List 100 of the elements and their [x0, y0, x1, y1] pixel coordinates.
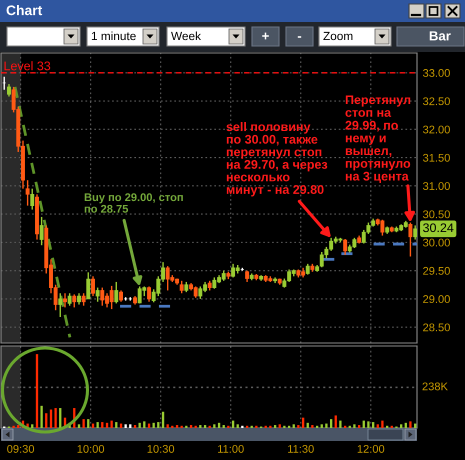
bar: [414, 424, 416, 428]
bar: [143, 421, 146, 428]
candlestick: [68, 292, 72, 306]
candlestick: [91, 276, 95, 297]
candlestick: [231, 263, 236, 278]
bar: [236, 424, 239, 428]
y-tick-label: 29.00: [423, 295, 450, 304]
x-tick-label: 11:00: [218, 444, 244, 453]
x-tick-label: 10:30: [148, 444, 174, 453]
annotation: Buy по 29.00, стоп по 28.75: [84, 193, 183, 213]
bar: [334, 415, 337, 428]
bar: [325, 424, 328, 428]
bar: [400, 424, 402, 428]
y-tick-label: 28.50: [423, 323, 450, 332]
x-tick-label: 12:00: [358, 444, 384, 453]
candlestick: [86, 272, 90, 300]
bar: [129, 424, 132, 428]
bar: [101, 422, 104, 428]
candlestick: [40, 216, 44, 246]
y-tick-label: 31.50: [422, 154, 450, 162]
text: +: [262, 32, 269, 40]
candlestick: [413, 224, 417, 240]
bar: [330, 419, 332, 428]
y-tick-label: 32.00: [422, 126, 450, 134]
y-tick-label: 33.00: [422, 69, 450, 77]
bar: [17, 425, 20, 428]
bar: [157, 422, 160, 428]
bar: [292, 424, 295, 428]
annotation: Перетянул стоп на 29.99, по нему и вышел, протянуло на 3 цента: [345, 95, 410, 183]
text: -: [298, 36, 302, 38]
y-tick-label: 31.00: [422, 182, 450, 190]
text: Zoom: [323, 32, 352, 40]
bar: [138, 422, 141, 428]
candlestick: [30, 188, 34, 210]
x-tick-label: 11:30: [288, 444, 314, 453]
bar: [376, 424, 379, 428]
text: 1 minute: [92, 32, 136, 40]
bar: [54, 408, 57, 428]
candlestick: [77, 292, 81, 306]
candlestick: [26, 180, 30, 206]
candlestick: [72, 294, 76, 308]
candlestick: [119, 290, 124, 302]
bar: [311, 425, 314, 428]
bar: [306, 422, 309, 428]
candlestick: [7, 83, 11, 98]
candlestick: [245, 270, 250, 283]
candlestick: [63, 292, 67, 308]
bar: [124, 424, 127, 428]
bar: [381, 420, 384, 428]
bar: [339, 420, 342, 428]
bar: [353, 424, 356, 428]
bar: [199, 425, 202, 428]
x-tick-label: 10:00: [78, 444, 104, 453]
candlestick: [147, 286, 152, 302]
candlestick: [58, 292, 62, 318]
ref-line-label: Level 33: [4, 61, 50, 70]
bar: [96, 422, 99, 428]
bar: [115, 422, 118, 428]
bar: [31, 424, 34, 428]
bar: [110, 420, 113, 428]
candlestick: [184, 281, 188, 293]
bar: [166, 424, 169, 428]
ref-line-label: 238K: [422, 382, 448, 390]
candlestick: [380, 219, 384, 236]
bar: [213, 424, 216, 428]
bar: [372, 422, 374, 428]
y-tick-label: 32.50: [422, 97, 450, 106]
candlestick: [208, 280, 212, 292]
candlestick: [306, 263, 310, 276]
y-tick-label: 30.50: [422, 210, 450, 218]
bar: [367, 421, 370, 428]
annotation: 30.24: [423, 223, 454, 232]
candlestick: [96, 286, 100, 302]
bar: [320, 424, 323, 428]
bar: [59, 408, 62, 428]
bar: [40, 406, 43, 428]
bar: [297, 425, 300, 428]
bar: [87, 419, 90, 428]
bar: [362, 420, 365, 428]
text: Bar: [430, 31, 451, 41]
candlestick: [82, 292, 86, 306]
bar: [302, 418, 304, 428]
bar: [222, 425, 225, 428]
x-tick-label: 09:30: [7, 444, 34, 453]
candlestick: [180, 280, 184, 294]
text: Week: [171, 32, 201, 40]
candlestick: [114, 281, 118, 304]
candlestick: [408, 222, 412, 258]
bar: [278, 424, 281, 428]
candlestick: [352, 237, 356, 249]
bar: [358, 425, 360, 428]
y-tick-label: 30.00: [422, 238, 450, 247]
annotation: sell половину по 30.00, также перетянул стоп на 29.70, а через несколько минут - на 29.80: [226, 122, 328, 196]
bar: [152, 422, 155, 428]
candlestick: [343, 238, 348, 256]
bar: [82, 419, 85, 428]
bar: [404, 422, 407, 428]
bar: [45, 413, 48, 428]
chart-title: Chart: [6, 5, 42, 16]
y-tick-label: 29.50: [423, 266, 450, 275]
